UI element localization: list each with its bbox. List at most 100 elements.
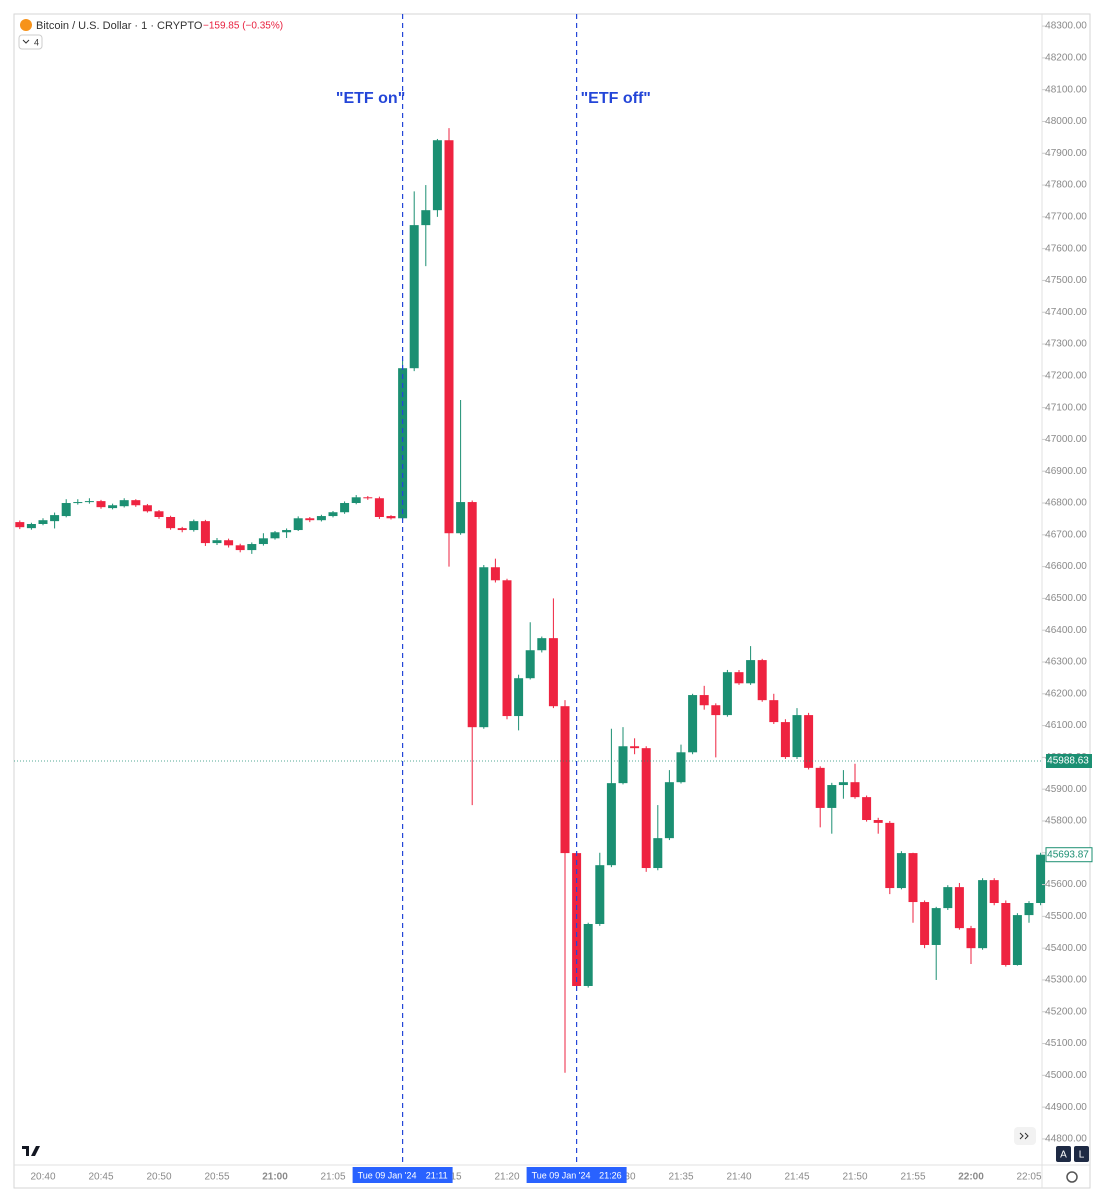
- candle-body: [514, 678, 524, 717]
- x-tick-label: 21:55: [900, 1172, 925, 1183]
- candle-body: [96, 501, 106, 508]
- y-tick-label: 48300.00: [1045, 21, 1087, 32]
- y-tick-label: 47400.00: [1045, 307, 1087, 318]
- scale-button-label: A: [1060, 1150, 1067, 1161]
- candle-body: [572, 853, 582, 986]
- y-tick-label: 45600.00: [1045, 879, 1087, 890]
- candle-body: [537, 638, 547, 651]
- candle-body: [1024, 903, 1034, 916]
- y-tick-label: 47700.00: [1045, 211, 1087, 222]
- bitcoin-icon: [20, 19, 32, 31]
- y-tick-label: 47200.00: [1045, 370, 1087, 381]
- settings-icon[interactable]: [1066, 1171, 1078, 1183]
- candle-body: [850, 782, 860, 798]
- candle-body: [560, 706, 570, 854]
- candle-body: [177, 528, 187, 531]
- symbol-title: Bitcoin / U.S. Dollar · 1 · CRYPTO: [36, 20, 203, 32]
- x-tick-label: 21:40: [726, 1172, 751, 1183]
- scroll-icon: [1019, 1132, 1029, 1140]
- crosshair-time: 21:26: [599, 1170, 622, 1180]
- candle-body: [688, 695, 698, 753]
- candle-body: [73, 502, 83, 504]
- y-tick-label: 45200.00: [1045, 1006, 1087, 1017]
- scale-button-label: L: [1079, 1150, 1085, 1161]
- y-tick-label: 47300.00: [1045, 339, 1087, 350]
- marker-label: "ETF off": [581, 90, 651, 107]
- candle-body: [247, 544, 257, 551]
- y-tick-label: 47500.00: [1045, 275, 1087, 286]
- candle-body: [409, 225, 419, 369]
- candle-body: [862, 797, 872, 821]
- plot-area: [15, 128, 1046, 1073]
- x-tick-label: 22:00: [958, 1172, 984, 1183]
- candle-body: [595, 865, 605, 924]
- candle-body: [502, 580, 512, 717]
- y-tick-label: 48000.00: [1045, 116, 1087, 127]
- candle-body: [490, 567, 500, 581]
- y-tick-label: 47800.00: [1045, 180, 1087, 191]
- candle-body: [166, 517, 176, 529]
- candle-body: [896, 853, 906, 889]
- candle-body: [699, 695, 709, 706]
- candle-body: [282, 530, 292, 533]
- candle-body: [792, 715, 802, 758]
- marker-label: "ETF on": [336, 90, 405, 107]
- candle-body: [641, 748, 651, 869]
- candle-body: [293, 518, 303, 531]
- indicator-count: 4: [34, 37, 39, 47]
- y-tick-label: 45100.00: [1045, 1038, 1087, 1049]
- candle-body: [653, 838, 663, 869]
- x-tick-label: 20:45: [88, 1172, 113, 1183]
- x-tick-label: 20:50: [146, 1172, 171, 1183]
- x-tick-label: 21:05: [320, 1172, 345, 1183]
- candle-body: [374, 498, 384, 518]
- candle-body: [676, 752, 686, 783]
- tradingview-logo: [22, 1146, 40, 1156]
- y-tick-label: 47100.00: [1045, 402, 1087, 413]
- y-tick-label: 48100.00: [1045, 84, 1087, 95]
- x-tick-label: 21:35: [668, 1172, 693, 1183]
- y-tick-label: 46300.00: [1045, 657, 1087, 668]
- candle-body: [711, 705, 721, 716]
- candle-body: [978, 880, 988, 949]
- candle-body: [119, 500, 129, 507]
- y-tick-label: 45000.00: [1045, 1070, 1087, 1081]
- price-change: −159.85 (−0.35%): [203, 21, 283, 32]
- candle-body: [386, 516, 396, 519]
- candle-body: [931, 908, 941, 945]
- candle-body: [989, 880, 999, 904]
- last-price-label: 45693.87: [1047, 849, 1089, 860]
- scale-button[interactable]: [1074, 1146, 1089, 1162]
- candle-body: [1012, 915, 1022, 966]
- candle-body: [108, 505, 118, 509]
- chart-frame: [13, 13, 1091, 1189]
- x-tick-label: 21:50: [842, 1172, 867, 1183]
- candle-body: [1001, 903, 1011, 966]
- candle-body: [212, 540, 222, 544]
- scroll-button[interactable]: [1014, 1127, 1036, 1145]
- y-tick-label: 46700.00: [1045, 529, 1087, 540]
- candle-body: [583, 923, 593, 986]
- candle-body: [943, 887, 953, 909]
- last-price-tag: [1045, 847, 1093, 863]
- candle-body: [26, 524, 36, 529]
- x-tick-label: 22:05: [1016, 1172, 1041, 1183]
- candle-body: [15, 522, 25, 528]
- y-tick-label: 47000.00: [1045, 434, 1087, 445]
- candle-body: [734, 672, 744, 684]
- candle-body: [398, 368, 408, 519]
- candle-body: [479, 567, 489, 728]
- indicator-toggle[interactable]: [18, 34, 43, 50]
- candle-body: [270, 532, 280, 539]
- candle-body: [154, 511, 164, 518]
- scale-button[interactable]: [1056, 1146, 1071, 1162]
- candle-body: [606, 783, 616, 866]
- y-tick-label: 47900.00: [1045, 148, 1087, 159]
- candle-body: [873, 820, 883, 823]
- chevron-icon: [22, 39, 30, 44]
- y-tick-label: 44900.00: [1045, 1102, 1087, 1113]
- y-tick-label: 46400.00: [1045, 625, 1087, 636]
- candle-body: [61, 503, 71, 517]
- candle-body: [769, 700, 779, 723]
